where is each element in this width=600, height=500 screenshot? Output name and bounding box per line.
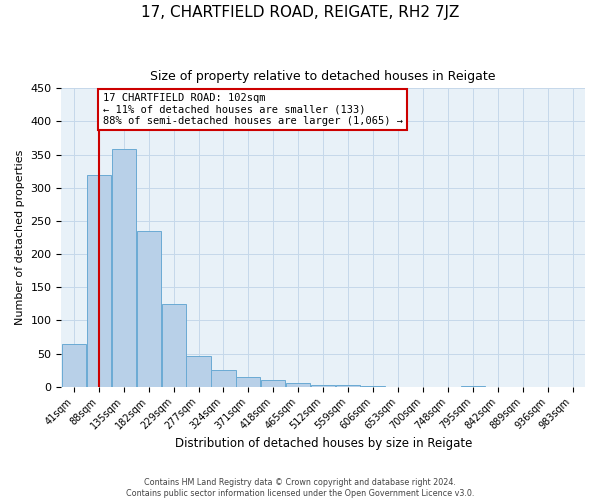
Bar [161, 304, 185, 386]
Text: 17, CHARTFIELD ROAD, REIGATE, RH2 7JZ: 17, CHARTFIELD ROAD, REIGATE, RH2 7JZ [141, 5, 459, 20]
Bar [286, 384, 310, 386]
Bar [261, 380, 286, 386]
Bar [62, 344, 86, 386]
X-axis label: Distribution of detached houses by size in Reigate: Distribution of detached houses by size … [175, 437, 472, 450]
Bar [137, 231, 161, 386]
Bar [87, 174, 111, 386]
Title: Size of property relative to detached houses in Reigate: Size of property relative to detached ho… [151, 70, 496, 83]
Bar [236, 377, 260, 386]
Bar [311, 384, 335, 386]
Text: Contains HM Land Registry data © Crown copyright and database right 2024.
Contai: Contains HM Land Registry data © Crown c… [126, 478, 474, 498]
Bar [112, 150, 136, 386]
Y-axis label: Number of detached properties: Number of detached properties [15, 150, 25, 325]
Text: 17 CHARTFIELD ROAD: 102sqm
← 11% of detached houses are smaller (133)
88% of sem: 17 CHARTFIELD ROAD: 102sqm ← 11% of deta… [103, 93, 403, 126]
Bar [211, 370, 236, 386]
Bar [187, 356, 211, 386]
